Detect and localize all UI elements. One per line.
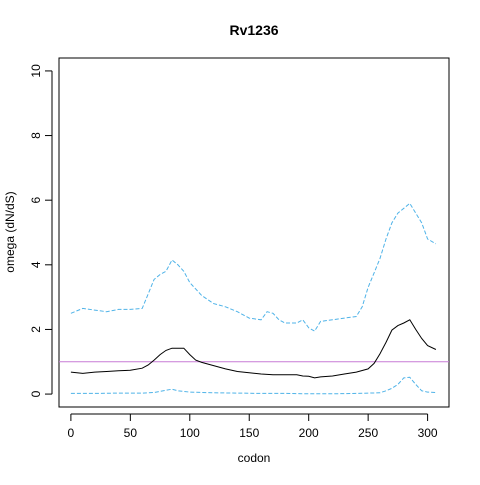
- x-tick-label: 0: [68, 426, 75, 440]
- x-tick-label: 200: [299, 426, 319, 440]
- y-tick-label: 8: [29, 132, 43, 139]
- x-tick-label: 100: [180, 426, 200, 440]
- upper-bound-line: [70, 202, 437, 332]
- plot-frame: [58, 57, 450, 408]
- y-tick-label: 2: [29, 326, 43, 333]
- chart-title: Rv1236: [229, 22, 278, 38]
- y-tick-label: 6: [29, 197, 43, 204]
- x-axis-label: codon: [238, 451, 271, 465]
- y-tick-label: 4: [29, 261, 43, 268]
- y-tick-label: 0: [29, 390, 43, 397]
- y-tick-label: 10: [29, 64, 43, 78]
- plot-layer: 0 50 100 150 200 250 300 0 2 4 6 8 10: [29, 57, 450, 440]
- omega-line: [70, 319, 437, 379]
- x-tick-label: 250: [358, 426, 378, 440]
- lower-bound-line: [70, 376, 436, 395]
- x-tick-label: 300: [418, 426, 438, 440]
- y-axis-label: omega (dN/dS): [3, 191, 17, 272]
- x-tick-label: 150: [239, 426, 259, 440]
- x-tick-label: 50: [124, 426, 138, 440]
